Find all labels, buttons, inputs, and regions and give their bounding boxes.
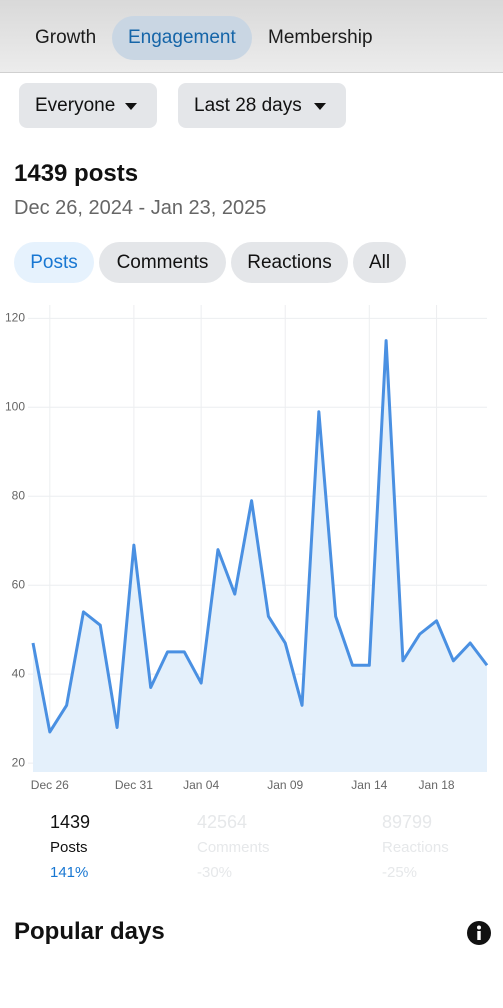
stat-change: -30% — [197, 864, 233, 881]
caret — [125, 103, 137, 110]
stat-value: 42564 — [197, 812, 248, 832]
x-tick-label: Dec 31 — [115, 778, 153, 792]
y-tick-label: 40 — [12, 666, 26, 680]
stat-change: 141% — [50, 864, 89, 881]
chip[interactable]: Comments — [99, 242, 226, 283]
x-tick-label: Jan 18 — [419, 778, 455, 792]
stat-change: -25% — [382, 864, 418, 881]
chip[interactable]: All — [353, 242, 406, 283]
x-tick-label: Jan 04 — [183, 778, 219, 792]
dropdown-label: Everyone — [35, 95, 116, 116]
stat[interactable]: 89799 Reactions -25% — [382, 810, 449, 885]
chart: 20 40 60 80 100 120 Dec 26 Dec 31 Jan 04 Jan 09 Ja… — [5, 305, 489, 792]
tab[interactable]: Membership — [268, 27, 373, 48]
y-tick-label: 120 — [5, 311, 25, 325]
dropdown-label: Last 28 days — [194, 95, 302, 116]
stat-label: Comments — [197, 839, 270, 856]
y-tick-label: 60 — [12, 577, 26, 591]
range-dropdown[interactable]: Last 28 days — [178, 83, 346, 128]
stat[interactable]: 42564 Comments -30% — [197, 810, 270, 885]
date-range: Dec 26, 2024 - Jan 23, 2025 — [14, 197, 267, 219]
stat[interactable]: 1439 Posts 141% — [50, 810, 90, 885]
y-tick-label: 100 — [5, 399, 25, 413]
tab[interactable]: Growth — [35, 27, 97, 48]
stat-value: 89799 — [382, 812, 433, 832]
chip[interactable]: Reactions — [231, 242, 348, 283]
x-tick-label: Jan 14 — [351, 778, 387, 792]
audience-dropdown[interactable]: Everyone — [19, 83, 157, 128]
y-tick-label: 20 — [12, 755, 26, 769]
info-icon[interactable] — [466, 920, 492, 946]
x-tick-label: Jan 09 — [267, 778, 303, 792]
stat-value: 1439 — [50, 812, 91, 832]
line — [31, 339, 489, 734]
stat-label: Posts — [50, 839, 88, 856]
caret — [314, 103, 326, 110]
section-heading: Popular days — [14, 918, 165, 945]
stat-label: Reactions — [382, 839, 449, 856]
x-tick-label: Dec 26 — [31, 778, 69, 792]
chip-selected[interactable]: Posts — [14, 242, 94, 283]
headline: 1439 posts — [14, 160, 139, 187]
y-tick-label: 80 — [12, 488, 26, 502]
tab-selected[interactable]: Engagement — [112, 16, 252, 60]
